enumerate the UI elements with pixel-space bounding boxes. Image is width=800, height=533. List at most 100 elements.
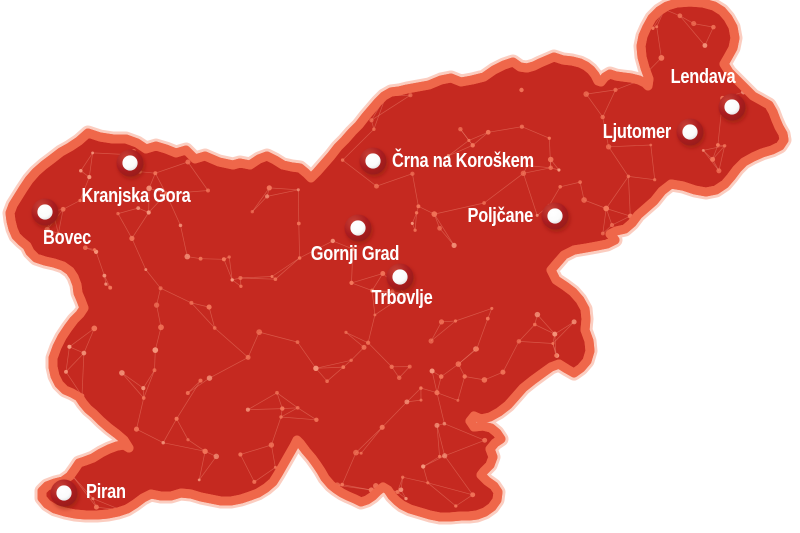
network-line <box>376 173 413 187</box>
network-dot <box>716 168 722 174</box>
network-dot <box>547 156 554 163</box>
network-line <box>342 159 377 187</box>
network-line <box>718 145 725 171</box>
network-line <box>187 377 210 394</box>
network-line <box>608 146 629 177</box>
network-line <box>712 144 719 160</box>
city-marker-lendava[interactable] <box>718 93 746 121</box>
network-line <box>156 288 161 306</box>
network-line <box>420 387 438 394</box>
network-line <box>200 258 224 260</box>
network-line <box>154 350 156 371</box>
network-dot <box>419 398 423 402</box>
network-line <box>436 425 446 456</box>
network-dot <box>716 143 720 147</box>
network-line <box>457 376 466 401</box>
network-dot <box>390 289 395 294</box>
city-marker-poljcane[interactable] <box>541 202 569 230</box>
network-line <box>65 346 70 372</box>
network-dot <box>144 268 148 272</box>
city-marker-kranjska-gora[interactable] <box>116 149 144 177</box>
network-dot <box>325 379 329 384</box>
city-marker-trbovlje[interactable] <box>386 263 414 291</box>
network-dot <box>238 452 243 457</box>
network-line <box>297 407 317 421</box>
network-dot <box>275 390 279 395</box>
network-dot <box>370 288 375 293</box>
network-line <box>372 290 393 292</box>
network-line <box>455 308 492 322</box>
network-dot <box>79 169 83 173</box>
network-line <box>650 144 656 180</box>
network-line <box>191 302 210 308</box>
network-line <box>351 273 383 284</box>
network-dot <box>185 391 190 395</box>
network-dot <box>651 26 655 30</box>
city-marker-bovec[interactable] <box>31 198 59 226</box>
network-line <box>65 352 85 373</box>
marker-center-dot <box>37 204 53 220</box>
network-dot <box>129 235 135 242</box>
network-dot <box>554 353 558 358</box>
network-line <box>351 249 354 283</box>
network-dot <box>482 201 486 205</box>
network-dot <box>408 93 413 98</box>
network-dot <box>605 144 612 150</box>
city-marker-crna-na-koroskem[interactable] <box>359 147 387 175</box>
network-dot <box>365 340 371 345</box>
network-line <box>472 132 489 146</box>
network-dot <box>198 256 203 261</box>
network-dot <box>146 210 151 215</box>
network-line <box>537 314 556 335</box>
network-line <box>187 439 206 452</box>
network-line <box>372 290 406 295</box>
network-line <box>548 186 561 206</box>
network-dot <box>374 183 379 189</box>
network-dot <box>416 204 421 209</box>
network-dot <box>603 205 610 212</box>
network-line <box>247 331 260 358</box>
network-dot <box>158 324 164 331</box>
network-line <box>458 348 477 365</box>
network-dot <box>174 416 179 421</box>
network-line <box>121 372 144 399</box>
network-line <box>427 482 473 496</box>
network-dot <box>373 313 377 317</box>
city-label-ljutomer: Ljutomer <box>602 121 671 143</box>
network-line <box>117 213 133 239</box>
city-marker-gornji-grad[interactable] <box>344 214 372 242</box>
network-line <box>402 476 428 484</box>
network-line <box>468 131 489 141</box>
city-marker-ljutomer[interactable] <box>676 118 704 146</box>
network-line <box>240 277 276 280</box>
network-line <box>198 456 217 481</box>
network-dot <box>458 127 463 132</box>
network-line <box>434 202 485 215</box>
network-line <box>315 368 328 382</box>
network-line <box>693 23 714 28</box>
network-line <box>136 397 145 430</box>
city-marker-piran[interactable] <box>50 479 78 507</box>
network-dot <box>548 165 553 171</box>
network-line <box>259 331 298 343</box>
network-dot <box>481 377 488 383</box>
network-line <box>166 190 209 195</box>
network-line <box>345 332 369 344</box>
network-dot <box>202 448 208 455</box>
network-line <box>83 328 95 354</box>
network-line <box>436 425 440 457</box>
network-dot <box>653 178 657 182</box>
network-line <box>65 371 83 396</box>
city-label-gornji-grad: Gornji Grad <box>310 243 400 265</box>
network-dot <box>206 304 212 310</box>
marker-center-dot <box>350 220 366 236</box>
network-dot <box>485 129 491 135</box>
network-line <box>143 370 155 399</box>
network-line <box>136 428 164 444</box>
network-line <box>656 26 662 58</box>
city-label-kranjska-gora: Kranjska Gora <box>81 185 191 207</box>
network-dot <box>270 275 274 278</box>
network-line <box>602 117 609 147</box>
network-dot <box>349 280 354 285</box>
network-dot <box>429 368 435 374</box>
